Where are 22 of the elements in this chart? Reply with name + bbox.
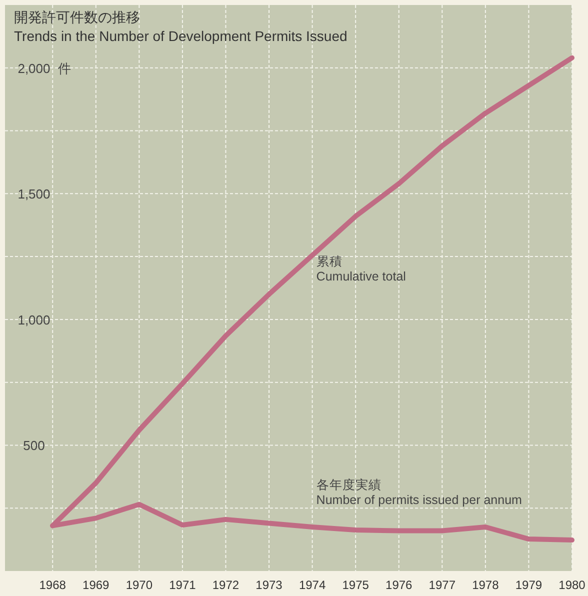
x-tick-label: 1979 (515, 578, 542, 592)
y-tick-label: 1,500 (18, 186, 50, 202)
series-label: 各年度実績 Number of permits issued per annum (316, 476, 522, 507)
x-tick-label: 1978 (472, 578, 500, 592)
series-label: 累積 Cumulative total (316, 254, 406, 284)
x-tick-label: 1977 (428, 578, 456, 592)
x-tick-label: 1968 (39, 578, 66, 592)
x-tick-label: 1974 (298, 578, 326, 592)
x-tick-label: 1976 (386, 578, 413, 592)
chart-title: 開発許可件数の推移 (14, 9, 140, 25)
x-tick-label: 1969 (82, 578, 110, 592)
x-tick-label: 1975 (342, 578, 370, 592)
x-tick-label: 1970 (126, 578, 153, 592)
text: Trends in the Number of Development Permits Issued (14, 28, 348, 44)
y-tick-label: 500 (23, 438, 45, 454)
y-axis-title: 件 (58, 60, 71, 76)
x-tick-label: 1972 (212, 578, 240, 592)
y-tick-label: 2,000 (18, 60, 50, 76)
y-tick-label: 1,000 (18, 312, 50, 328)
x-tick-label: 1980 (558, 578, 586, 592)
x-tick-label: 1971 (169, 578, 196, 592)
x-tick-label: 1973 (256, 578, 283, 592)
